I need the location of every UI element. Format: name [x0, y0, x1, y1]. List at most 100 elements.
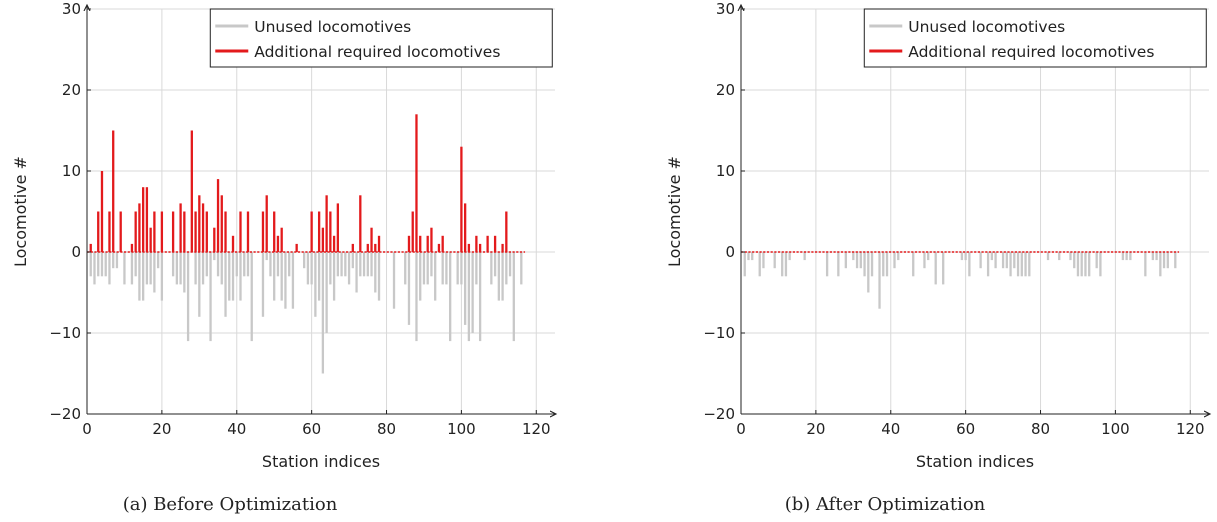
bar-additional [411, 211, 414, 252]
bar-additional [160, 211, 164, 252]
bar-unused [912, 252, 915, 277]
bar-unused [1159, 252, 1162, 277]
bar-unused [194, 252, 197, 285]
bar-unused [153, 252, 156, 293]
bar-unused [209, 252, 212, 342]
bar-unused [1144, 252, 1147, 277]
bar-unused [160, 252, 164, 301]
bar-unused [261, 252, 265, 317]
bar-additional [463, 203, 467, 252]
bar-additional [119, 211, 122, 252]
bar-unused [306, 252, 310, 285]
bar-unused [501, 252, 504, 301]
bar-unused [171, 252, 175, 277]
bar-unused [773, 252, 776, 269]
bar-unused [968, 252, 971, 277]
bar-additional [426, 235, 429, 252]
bar-unused [751, 252, 754, 261]
y-tick-label: −20 [703, 405, 735, 423]
bar-unused [449, 252, 452, 342]
bar-unused [923, 252, 926, 269]
bar-unused [942, 252, 945, 285]
bar-unused [321, 252, 325, 374]
bar-unused [104, 252, 107, 277]
bar-unused [747, 252, 750, 261]
legend-box [863, 8, 1207, 68]
bar-additional [370, 227, 373, 252]
bar-unused [142, 252, 145, 301]
bar-unused [878, 252, 881, 309]
bar-unused [788, 252, 791, 261]
bar-additional [441, 235, 444, 252]
bar-unused [407, 252, 411, 325]
y-tick-label: 10 [716, 162, 735, 180]
bar-unused [269, 252, 272, 277]
bar-unused [1058, 252, 1061, 261]
bar-unused [186, 252, 190, 342]
bar-additional [359, 195, 362, 252]
bar-additional [336, 203, 339, 252]
bar-unused [198, 252, 201, 317]
bar-additional [246, 211, 250, 252]
y-tick-label: 0 [725, 243, 735, 261]
bar-unused [93, 252, 96, 285]
bar-additional [280, 227, 283, 252]
bar-additional [149, 227, 152, 252]
bar-additional [138, 203, 141, 252]
bar-unused [205, 252, 208, 277]
bar-additional [329, 211, 332, 252]
bar-unused [885, 252, 889, 277]
bar-unused [246, 252, 250, 277]
bar-additional [486, 235, 489, 252]
bar-unused [508, 252, 512, 277]
bar-additional [100, 171, 104, 252]
bar-unused [280, 252, 283, 301]
bar-unused [456, 252, 459, 285]
bar-unused [471, 252, 474, 333]
bar-unused [130, 252, 134, 285]
bar-additional [325, 195, 328, 252]
legend: Unused locomotives Additional required lo… [209, 8, 553, 68]
bar-additional [134, 211, 137, 252]
bar-unused [960, 252, 964, 261]
x-tick-label: 40 [881, 420, 900, 438]
bar-additional [171, 211, 175, 252]
x-tick-label: 120 [1176, 420, 1205, 438]
bar-additional [145, 187, 149, 252]
bar-unused [97, 252, 100, 277]
bar-unused [1076, 252, 1080, 277]
bar-unused [419, 252, 422, 301]
bar-additional [419, 235, 422, 252]
bar-unused [781, 252, 784, 277]
bar-additional [478, 243, 482, 252]
bar-unused [344, 252, 347, 277]
bar-unused [1129, 252, 1132, 261]
bar-additional [142, 187, 145, 252]
bar-unused [478, 252, 482, 342]
bar-additional [317, 211, 321, 252]
bar-additional [265, 195, 268, 252]
bar-additional [321, 227, 325, 252]
bar-unused [303, 252, 306, 269]
bar-additional [194, 211, 197, 252]
legend-label: Unused locomotives [908, 18, 1065, 36]
bar-unused [1016, 252, 1020, 277]
bar-additional [276, 235, 280, 252]
bar-unused [317, 252, 321, 301]
bar-unused [870, 252, 874, 277]
bar-unused [1174, 252, 1177, 269]
bar-unused [404, 252, 407, 285]
bar-unused [1009, 252, 1012, 277]
bar-unused [149, 252, 152, 285]
bar-unused [179, 252, 182, 285]
bar-unused [1005, 252, 1008, 269]
y-tick-label: 0 [71, 243, 81, 261]
bar-unused [520, 252, 523, 285]
bar-unused [265, 252, 268, 261]
bar-additional [467, 243, 471, 252]
bar-unused [463, 252, 467, 325]
bar-unused [231, 252, 235, 301]
bar-unused [145, 252, 149, 285]
y-tick-label: −10 [703, 324, 735, 342]
